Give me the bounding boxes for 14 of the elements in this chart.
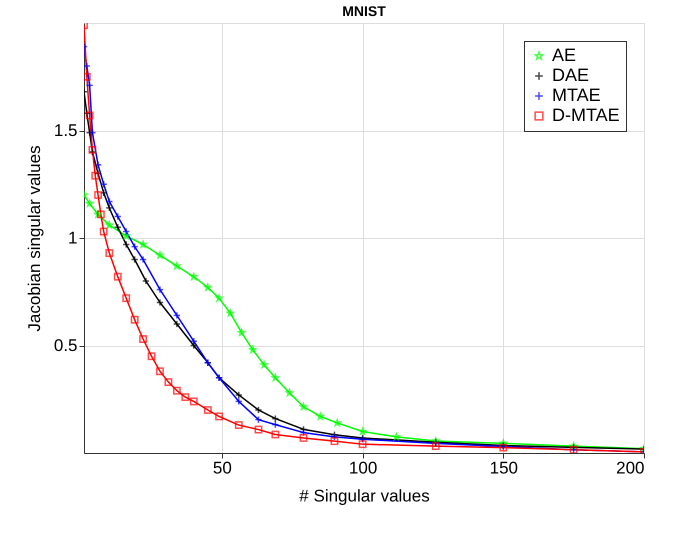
legend-label: AE	[552, 45, 576, 65]
x-tick-label: 100	[348, 458, 378, 478]
legend-label: DAE	[552, 65, 590, 85]
chart-title: MNIST	[342, 3, 386, 19]
legend-label: MTAE	[552, 85, 601, 105]
y-tick-label: 0.5	[54, 336, 78, 355]
y-tick-label: 1	[68, 228, 78, 248]
x-tick-label: 150	[490, 458, 518, 478]
y-tick-label: 1.5	[54, 121, 78, 140]
x-tick-label: 50	[212, 458, 232, 478]
y-axis-title: Jacobian singular values	[24, 145, 44, 332]
x-axis-title: # Singular values	[299, 486, 430, 506]
legend-label: D-MTAE	[552, 105, 620, 125]
x-tick-label: 200	[616, 458, 644, 478]
